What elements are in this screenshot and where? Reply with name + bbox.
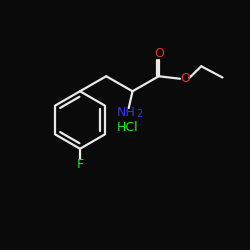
Text: O: O: [154, 47, 164, 60]
Text: F: F: [76, 158, 84, 171]
Text: HCl: HCl: [117, 121, 138, 134]
Text: NH: NH: [117, 106, 136, 120]
Text: O: O: [180, 72, 190, 85]
Text: 2: 2: [136, 109, 142, 119]
